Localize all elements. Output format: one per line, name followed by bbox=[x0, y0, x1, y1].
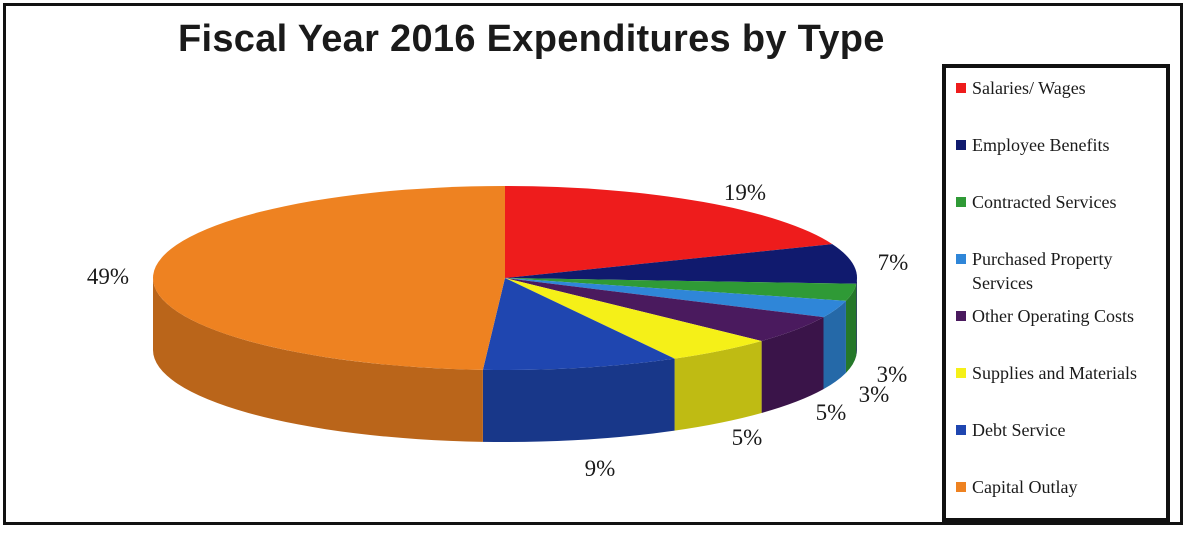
legend-item-other-operating-costs: Other Operating Costs bbox=[956, 304, 1166, 328]
pie-side-purchased-property-services bbox=[823, 300, 846, 390]
legend-item-salaries-wages: Salaries/ Wages bbox=[956, 76, 1166, 100]
pie-slice-salaries-wages bbox=[505, 186, 833, 278]
pie-slice-employee-benefits bbox=[505, 244, 857, 284]
legend-swatch bbox=[956, 197, 966, 207]
legend-swatch bbox=[956, 311, 966, 321]
legend-swatch bbox=[956, 368, 966, 378]
legend-swatch bbox=[956, 83, 966, 93]
data-label-capital-outlay: 49% bbox=[87, 264, 129, 289]
data-label-other-operating-costs: 5% bbox=[816, 400, 847, 425]
legend-label: Supplies and Materials bbox=[972, 363, 1137, 383]
chart-title: Fiscal Year 2016 Expenditures by Type bbox=[178, 18, 885, 60]
pie-slice-purchased-property-services bbox=[505, 278, 846, 318]
pie-slice-debt-service bbox=[482, 278, 675, 370]
legend-item-supplies-and-materials: Supplies and Materials bbox=[956, 361, 1166, 385]
legend-swatch bbox=[956, 425, 966, 435]
pie-labels: 19% 7% 3%3% 5% 5% 9% 49% bbox=[87, 180, 908, 481]
legend-label: Other Operating Costs bbox=[972, 306, 1134, 326]
legend-label: Salaries/ Wages bbox=[972, 78, 1086, 98]
legend-item-purchased-property-services: Purchased Property Services bbox=[956, 247, 1166, 295]
data-label-salaries-wages: 19% bbox=[724, 180, 766, 205]
pie-side-capital-outlay bbox=[153, 278, 483, 442]
legend-label: Capital Outlay bbox=[972, 477, 1078, 497]
legend-label: Debt Service bbox=[972, 420, 1066, 440]
data-label-contracted-services: 3% bbox=[877, 362, 908, 387]
pie-side-contracted-services bbox=[845, 283, 857, 373]
data-label-purchased-property-services: 3% bbox=[859, 382, 890, 407]
pie-slice-other-operating-costs bbox=[505, 278, 824, 341]
data-label-employee-benefits: 7% bbox=[878, 250, 909, 275]
pie-side-supplies-and-materials bbox=[674, 340, 762, 431]
pie-top bbox=[153, 186, 857, 370]
legend-label: Contracted Services bbox=[972, 192, 1117, 212]
pie-slice-capital-outlay bbox=[153, 186, 505, 370]
legend-swatch bbox=[956, 482, 966, 492]
legend-item-capital-outlay: Capital Outlay bbox=[956, 475, 1166, 499]
pie-slice-supplies-and-materials bbox=[505, 278, 762, 359]
pie-chart: 19% 7% 3%3% 5% 5% 9% 49% bbox=[87, 180, 908, 481]
data-label-supplies-and-materials: 5% bbox=[732, 425, 763, 450]
pie-side-debt-service bbox=[482, 358, 675, 442]
pie-side-other-operating-costs bbox=[761, 317, 824, 413]
pie-slice-contracted-services bbox=[505, 278, 857, 301]
legend-swatch bbox=[956, 140, 966, 150]
legend-item-contracted-services: Contracted Services bbox=[956, 190, 1166, 214]
legend-item-employee-benefits: Employee Benefits bbox=[956, 133, 1166, 157]
data-label-debt-service: 9% bbox=[585, 456, 616, 481]
legend-item-debt-service: Debt Service bbox=[956, 418, 1166, 442]
legend-label: Purchased Property Services bbox=[972, 249, 1113, 293]
legend: Salaries/ Wages Employee Benefits Contra… bbox=[942, 64, 1170, 522]
legend-label: Employee Benefits bbox=[972, 135, 1110, 155]
legend-swatch bbox=[956, 254, 966, 264]
pie-sides bbox=[153, 278, 857, 442]
pie-side-employee-benefits bbox=[856, 278, 857, 356]
